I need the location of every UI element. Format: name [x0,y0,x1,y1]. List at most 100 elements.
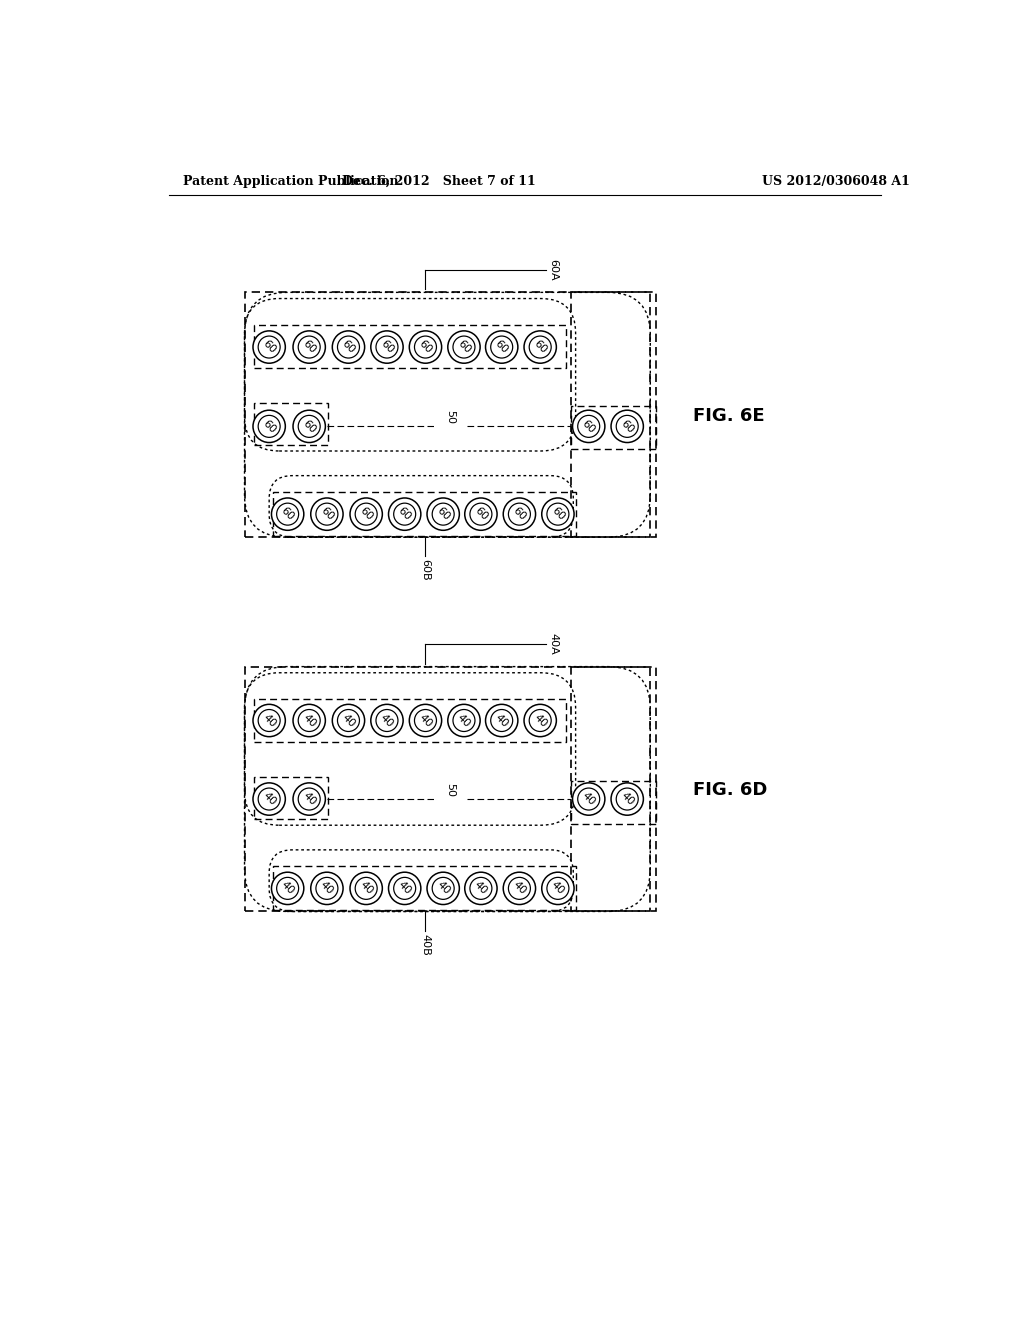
Circle shape [333,331,365,363]
Text: 60: 60 [357,506,375,523]
Text: 60: 60 [261,338,278,355]
Circle shape [427,498,460,531]
Circle shape [410,331,441,363]
Bar [571,667,655,911]
Text: 60: 60 [301,338,317,355]
Circle shape [572,783,605,816]
Bar [571,780,655,824]
Text: 60A: 60A [549,259,559,281]
Text: FIG. 6D: FIG. 6D [692,781,767,799]
Circle shape [503,873,536,904]
Text: Patent Application Publication: Patent Application Publication [183,176,398,187]
Circle shape [542,873,574,904]
Text: 50: 50 [445,783,455,797]
Circle shape [253,411,286,442]
Circle shape [465,873,497,904]
Circle shape [371,331,403,363]
Text: 60B: 60B [421,558,430,581]
Text: Dec. 6, 2012   Sheet 7 of 11: Dec. 6, 2012 Sheet 7 of 11 [342,176,536,187]
Text: 60: 60 [472,506,489,523]
Text: 40: 40 [379,711,395,729]
Text: 40: 40 [550,880,566,896]
Circle shape [572,411,605,442]
Circle shape [310,498,343,531]
Text: 60: 60 [318,506,336,523]
Circle shape [524,331,556,363]
Text: 40: 40 [456,711,472,729]
Bar [273,866,575,909]
Text: 40: 40 [301,791,317,808]
Text: 60: 60 [396,506,413,523]
Text: 40: 40 [318,880,336,896]
Circle shape [447,331,480,363]
Text: 60: 60 [581,418,597,434]
Text: 60: 60 [435,506,452,523]
Circle shape [447,705,480,737]
Circle shape [611,411,643,442]
Circle shape [542,498,574,531]
Circle shape [371,705,403,737]
Circle shape [293,331,326,363]
Text: 40: 40 [280,880,296,896]
Text: 40: 40 [494,711,510,729]
Circle shape [611,783,643,816]
Bar [245,667,650,911]
Circle shape [465,498,497,531]
Text: 60: 60 [618,418,636,434]
Text: 40: 40 [511,880,528,896]
Circle shape [293,411,326,442]
Text: 60: 60 [417,338,434,355]
Text: 40: 40 [434,880,452,896]
Text: 40A: 40A [549,634,559,655]
Circle shape [388,873,421,904]
Circle shape [350,873,382,904]
Text: 60: 60 [280,506,296,523]
Text: 40: 40 [618,791,636,808]
Bar [254,325,565,368]
Circle shape [271,873,304,904]
Text: 40: 40 [357,880,375,896]
Bar [245,293,650,537]
Circle shape [253,331,286,363]
Text: 40: 40 [472,880,489,896]
Bar [254,700,565,742]
Circle shape [485,331,518,363]
Circle shape [524,705,556,737]
Bar [254,404,328,445]
Text: FIG. 6E: FIG. 6E [692,408,764,425]
Text: US 2012/0306048 A1: US 2012/0306048 A1 [762,176,910,187]
Circle shape [253,705,286,737]
Text: 40: 40 [581,791,597,808]
Circle shape [388,498,421,531]
Circle shape [503,498,536,531]
Circle shape [310,873,343,904]
Text: 40: 40 [417,711,434,729]
Text: 40: 40 [261,791,278,808]
Circle shape [253,783,286,816]
Circle shape [271,498,304,531]
Text: 40B: 40B [421,933,430,956]
Circle shape [350,498,382,531]
Text: 40: 40 [340,711,357,729]
Circle shape [410,705,441,737]
Circle shape [333,705,365,737]
Text: 40: 40 [261,711,278,729]
Text: 60: 60 [494,338,510,355]
Text: 60: 60 [531,338,549,355]
Text: 40: 40 [531,711,549,729]
Text: 60: 60 [511,506,528,523]
Text: 60: 60 [379,338,395,355]
Text: 60: 60 [261,418,278,434]
Text: 60: 60 [301,418,317,434]
Circle shape [293,705,326,737]
Text: 50: 50 [445,411,455,424]
Text: 60: 60 [456,338,472,355]
Bar [571,293,655,537]
Text: 60: 60 [550,506,566,523]
Bar [273,492,575,536]
Bar [254,777,328,818]
Circle shape [485,705,518,737]
Bar [571,407,655,449]
Text: 40: 40 [301,711,317,729]
Text: 40: 40 [396,880,414,896]
